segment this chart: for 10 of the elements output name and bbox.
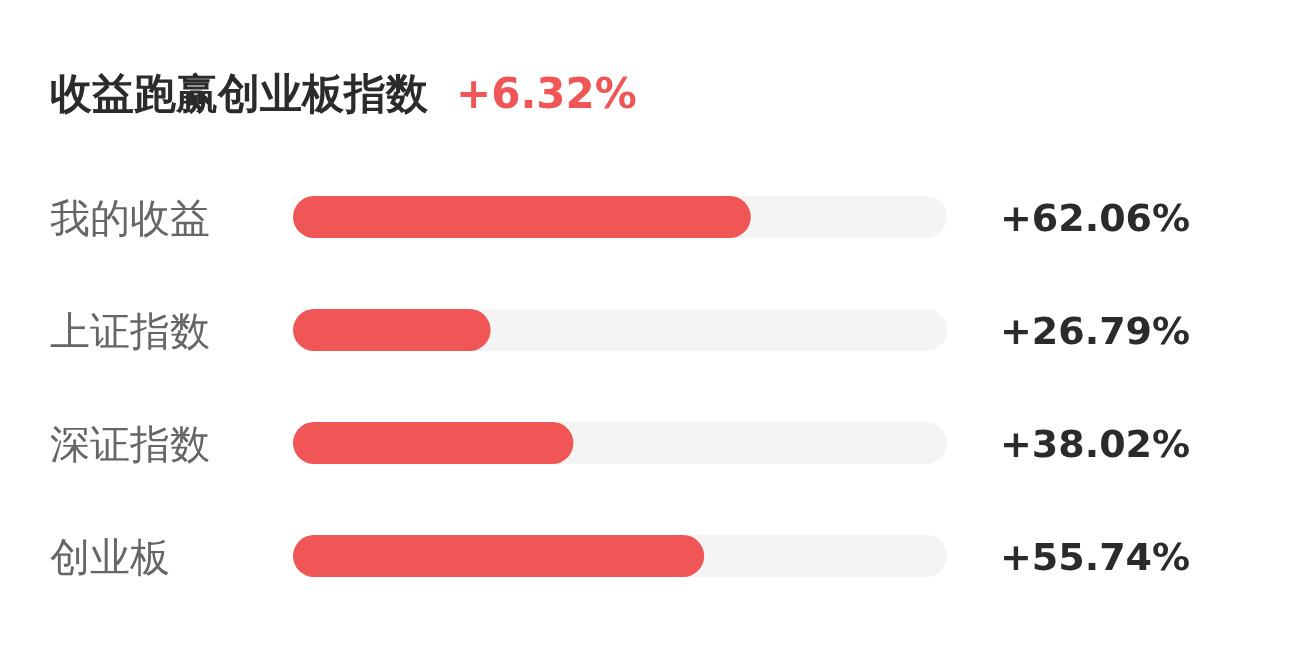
chart-title: 收益跑赢创业板指数	[50, 69, 429, 118]
y-tick-label: 创业板	[50, 534, 170, 580]
data-label: +26.79%	[1000, 309, 1191, 353]
y-tick-label: 深证指数	[50, 421, 210, 467]
data-label: +62.06%	[1000, 196, 1191, 240]
y-tick-label: 上证指数	[50, 308, 210, 354]
data-label: +55.74%	[1000, 535, 1191, 579]
data-label: +38.02%	[1000, 422, 1191, 466]
chart-subtitle: +6.32%	[456, 69, 637, 118]
y-tick-label: 我的收益	[50, 195, 210, 241]
